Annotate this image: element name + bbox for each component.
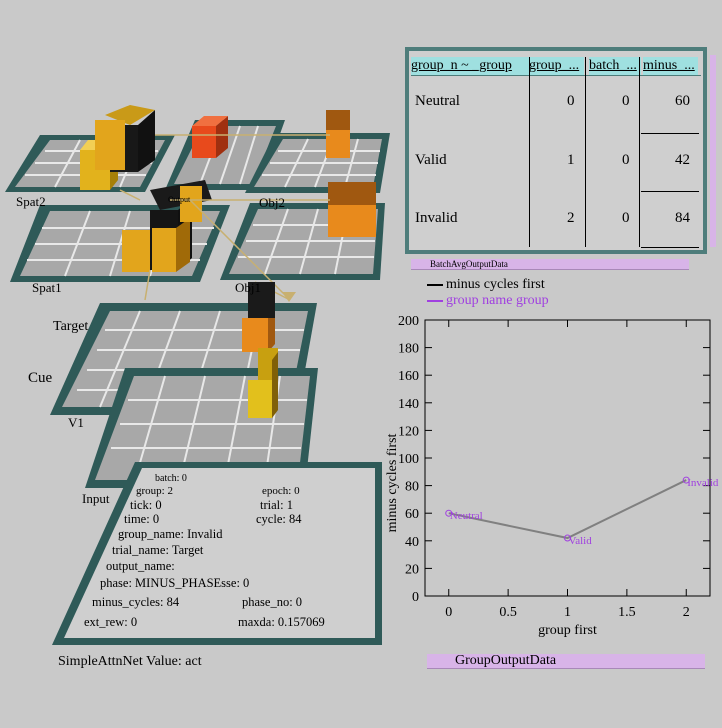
series-line bbox=[448, 479, 687, 540]
cell-name: Neutral bbox=[415, 93, 460, 109]
cell-batch: 0 bbox=[622, 93, 630, 109]
layer-label-spat1: Spat1 bbox=[32, 280, 62, 295]
y-tick-label: 120 bbox=[398, 424, 419, 439]
y-tick-label: 60 bbox=[405, 507, 419, 522]
info-phase-no: phase_no: 0 bbox=[242, 595, 303, 609]
info-ext-rew: ext_rew: 0 bbox=[84, 615, 138, 629]
info-epoch: epoch: 0 bbox=[262, 485, 300, 497]
graph-caption: GroupOutputData bbox=[455, 653, 557, 668]
legend-label-minus-cycles: minus cycles first bbox=[446, 277, 545, 292]
info-maxda: maxda: 0.157069 bbox=[238, 615, 325, 629]
y-tick-label: 160 bbox=[398, 369, 419, 384]
data-label: Invalid bbox=[687, 477, 719, 489]
info-group-name: group_name: Invalid bbox=[118, 527, 223, 541]
layer-label-obj2: Obj2 bbox=[259, 195, 285, 210]
cell-group: 0 bbox=[567, 93, 575, 109]
layer-label-input: Input bbox=[82, 491, 110, 506]
table-caption-bar[interactable] bbox=[411, 259, 689, 270]
legend-label-group-name: group name group bbox=[446, 293, 549, 308]
cell-batch: 0 bbox=[622, 152, 630, 168]
cell-name: Valid bbox=[415, 152, 447, 168]
layer-spat1[interactable] bbox=[10, 180, 230, 282]
x-tick-label: 1 bbox=[564, 605, 571, 620]
data-point bbox=[564, 534, 571, 542]
y-tick-label: 180 bbox=[398, 342, 419, 357]
info-group: group: 2 bbox=[136, 485, 173, 497]
y-tick-label: 0 bbox=[412, 590, 419, 605]
layer-label-target: Target bbox=[53, 319, 89, 334]
info-trial: trial: 1 bbox=[260, 498, 293, 512]
network-title: SimpleAttnNet Value: act bbox=[58, 654, 202, 669]
table-header-group[interactable]: group_... bbox=[529, 57, 584, 75]
x-tick-label: 0 bbox=[445, 605, 452, 620]
layer-input[interactable] bbox=[52, 462, 382, 645]
x-tick-label: 1.5 bbox=[618, 605, 636, 620]
y-tick-label: 40 bbox=[405, 535, 419, 550]
y-tick-label: 80 bbox=[405, 480, 419, 495]
table-header-batch[interactable]: batch_... bbox=[589, 57, 641, 75]
y-tick-label: 140 bbox=[398, 397, 419, 412]
group-output-graph[interactable]: 0 20 40 60 80 100 120 140 160 180 200 0 0.5 1 1.5 2 grou… bbox=[370, 308, 720, 648]
x-tick-label: 2 bbox=[683, 605, 690, 620]
layer-obj2[interactable] bbox=[245, 110, 390, 193]
x-tick-label: 0.5 bbox=[499, 605, 517, 620]
y-tick-label: 200 bbox=[398, 314, 419, 329]
table-caption: BatchAvgOutputData bbox=[430, 259, 508, 269]
layer-output[interactable] bbox=[165, 116, 285, 190]
info-output-name: output_name: bbox=[106, 559, 175, 573]
info-time: time: 0 bbox=[124, 512, 160, 526]
table-header-group-name[interactable]: group_n ~ _group bbox=[411, 57, 529, 75]
x-axis-label: group first bbox=[538, 623, 597, 638]
y-tick-label: 100 bbox=[398, 452, 419, 467]
cell-minus: 60 bbox=[675, 93, 690, 109]
cell-minus: 42 bbox=[675, 152, 690, 168]
layer-obj1[interactable] bbox=[220, 182, 385, 280]
info-cycle: cycle: 84 bbox=[256, 512, 302, 526]
layer-v1[interactable] bbox=[85, 348, 318, 488]
data-label: Neutral bbox=[450, 510, 483, 522]
info-batch: batch: 0 bbox=[155, 473, 187, 484]
legend-swatch-group-name bbox=[427, 300, 443, 302]
y-axis-label: minus cycles first bbox=[385, 434, 400, 533]
layer-label-output: Output bbox=[168, 195, 191, 204]
layer-label-cue: Cue bbox=[28, 370, 53, 386]
y-tick-label: 20 bbox=[405, 562, 419, 577]
info-minus-cycles: minus_cycles: 84 bbox=[92, 595, 180, 609]
cell-name: Invalid bbox=[415, 210, 458, 226]
info-phase: phase: MINUS_PHASEsse: 0 bbox=[100, 576, 250, 590]
plot-frame bbox=[424, 319, 711, 597]
layer-label-v1: V1 bbox=[68, 415, 84, 430]
cell-batch: 0 bbox=[622, 210, 630, 226]
legend-swatch-minus-cycles bbox=[427, 284, 443, 286]
graph-caption-bar[interactable] bbox=[427, 654, 705, 669]
data-point bbox=[445, 509, 453, 517]
info-tick: tick: 0 bbox=[130, 498, 162, 512]
info-trial-name: trial_name: Target bbox=[112, 543, 204, 557]
layer-label-obj1: Obj1 bbox=[235, 280, 261, 295]
cell-minus: 84 bbox=[675, 210, 690, 226]
data-label: Valid bbox=[569, 535, 593, 547]
cell-group: 2 bbox=[567, 210, 575, 226]
table-header-minus[interactable]: minus_... bbox=[643, 57, 698, 75]
layer-label-spat2: Spat2 bbox=[16, 194, 46, 209]
cell-group: 1 bbox=[567, 152, 575, 168]
table-scrollbar[interactable] bbox=[710, 55, 716, 247]
data-point bbox=[682, 476, 690, 484]
batch-avg-table[interactable]: group_n ~ _group group_... batch_... min… bbox=[405, 47, 707, 254]
layer-spat2[interactable] bbox=[5, 105, 175, 192]
